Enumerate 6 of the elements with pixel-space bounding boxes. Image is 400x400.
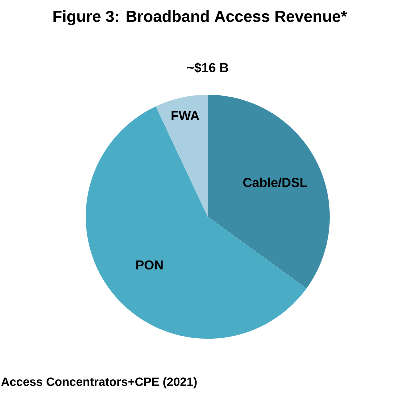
slice-label: FWA [172, 111, 200, 120]
slice-label: PON [136, 260, 163, 270]
chart-subtitle: ~$16 B [187, 62, 228, 74]
text: Access Concentrators+CPE (2021) [1, 377, 197, 389]
chart-title: Figure 3: Broadband Access Revenue* [54, 10, 348, 26]
slice-label: Cable/DSL [244, 178, 308, 188]
